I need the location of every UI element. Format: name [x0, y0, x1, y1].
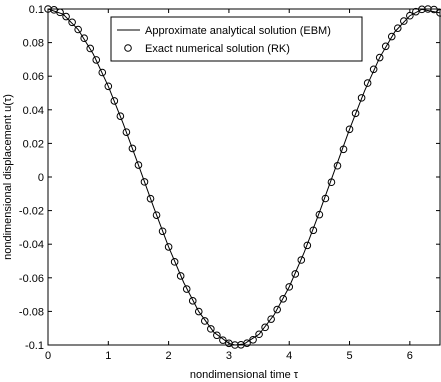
y-tick-label: -0.06	[19, 273, 44, 285]
y-tick-label: -0.04	[19, 239, 44, 251]
y-tick-label: 0.02	[23, 138, 44, 150]
x-tick-label: 1	[105, 350, 111, 362]
data-point-rk	[194, 307, 203, 316]
data-point-rk	[152, 211, 161, 219]
data-point-rk	[62, 12, 70, 21]
legend-circle-swatch	[124, 44, 132, 52]
data-point-rk	[375, 53, 384, 62]
axis-ticks: 0 1 2 3 4 5 6 -0.1 -0.08 -0.06 -0.04 -0.02 0 0.02 0.04…	[19, 4, 440, 362]
data-point-rk	[249, 335, 257, 344]
data-point-rk	[309, 226, 318, 235]
data-point-rk	[86, 44, 95, 53]
data-point-rk	[400, 17, 408, 25]
data-point-rk	[134, 161, 143, 169]
x-tick-label: 6	[407, 350, 413, 362]
series-line-ebm	[47, 8, 441, 346]
legend: Approximate analytical solution (EBM) Ex…	[110, 16, 363, 62]
y-tick-label: 0.06	[23, 71, 44, 83]
y-tick-label: 0.04	[23, 105, 44, 117]
x-tick-label: 3	[226, 350, 232, 362]
data-point-rk	[297, 256, 306, 264]
data-point-rk	[363, 79, 372, 87]
x-axis-label: nondimensional time τ	[190, 369, 299, 381]
data-point-rk	[255, 330, 263, 339]
data-point-rk	[243, 339, 251, 347]
data-point-rk	[110, 97, 119, 105]
y-tick-label: -0.08	[19, 306, 44, 318]
data-point-rk	[164, 243, 173, 251]
data-point-rk	[273, 305, 281, 314]
x-tick-label: 5	[346, 350, 352, 362]
data-point-rk	[116, 112, 125, 120]
data-point-rk	[369, 65, 378, 74]
data-point-rk	[267, 315, 275, 323]
x-tick-label: 4	[286, 350, 292, 362]
data-point-rk	[303, 241, 312, 250]
y-tick-label: -0.1	[25, 340, 44, 352]
data-point-rk	[406, 11, 414, 20]
y-tick-label: 0	[38, 172, 44, 184]
data-point-rk	[393, 24, 402, 32]
data-point-rk	[285, 283, 294, 291]
legend-entry-rk: Exact numerical solution (RK)	[145, 43, 290, 55]
data-point-rk	[213, 331, 221, 340]
x-tick-label: 2	[166, 350, 172, 362]
data-point-rk	[279, 295, 288, 303]
data-point-rk	[176, 272, 185, 280]
data-point-rk	[345, 125, 354, 134]
data-point-rk	[104, 82, 113, 91]
data-point-rk	[261, 323, 269, 332]
data-point-rk	[321, 194, 330, 203]
data-point-rk	[92, 56, 101, 64]
y-tick-label: -0.02	[19, 206, 44, 218]
x-tick-label: 0	[45, 350, 51, 362]
data-point-rk	[291, 270, 300, 278]
data-point-rk	[158, 227, 167, 236]
data-point-rk	[327, 178, 336, 187]
legend-box	[110, 16, 363, 62]
y-axis-label: nondimensional displacement u(τ)	[2, 94, 14, 260]
data-point-rk	[188, 297, 197, 305]
data-point-rk	[357, 94, 366, 102]
data-point-rk	[128, 144, 137, 153]
data-point-rk	[182, 285, 191, 293]
data-point-rk	[381, 42, 390, 51]
y-tick-label: 0.1	[29, 4, 44, 16]
data-point-rk	[170, 258, 179, 266]
data-point-rk	[219, 336, 227, 344]
data-point-rk	[80, 34, 88, 43]
data-point-rk	[351, 109, 360, 118]
data-point-rk	[74, 25, 82, 34]
data-point-rk	[122, 128, 131, 136]
data-point-rk	[68, 18, 76, 27]
data-point-rk	[140, 178, 149, 186]
y-tick-label: 0.08	[23, 38, 44, 50]
data-point-rk	[98, 68, 107, 77]
data-point-rk	[315, 210, 324, 219]
legend-entry-ebm: Approximate analytical solution (EBM)	[145, 25, 331, 37]
data-point-rk	[207, 325, 215, 333]
data-point-rk	[333, 161, 342, 170]
data-point-rk	[146, 194, 155, 203]
axes-frame	[47, 8, 441, 346]
data-point-rk	[387, 32, 396, 41]
data-point-rk	[339, 145, 348, 154]
data-point-rk	[201, 317, 209, 325]
